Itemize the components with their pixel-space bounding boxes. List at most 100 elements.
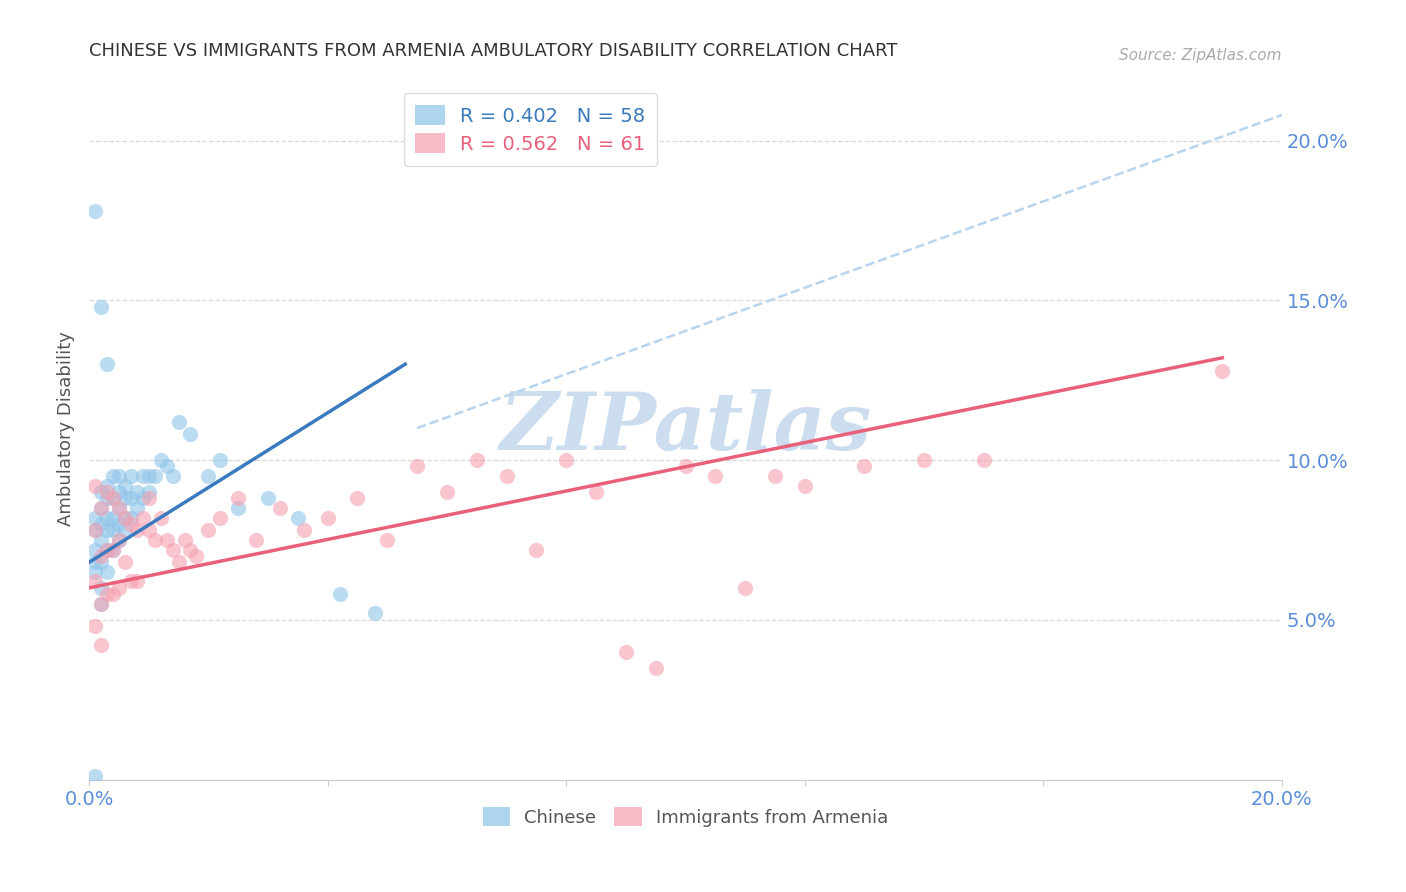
Point <box>704 469 727 483</box>
Point <box>257 491 280 506</box>
Point <box>84 769 107 783</box>
Point <box>96 587 118 601</box>
Point <box>96 491 118 506</box>
Point <box>101 491 124 506</box>
Point <box>84 478 107 492</box>
Point <box>101 587 124 601</box>
Point <box>96 510 118 524</box>
Point <box>90 581 112 595</box>
Point <box>853 459 876 474</box>
Point <box>108 469 131 483</box>
Point <box>138 491 160 506</box>
Point <box>375 533 398 547</box>
Point <box>465 453 488 467</box>
Point <box>197 524 219 538</box>
Point <box>120 574 142 589</box>
Point <box>287 510 309 524</box>
Point <box>526 542 548 557</box>
Point <box>114 491 136 506</box>
Point <box>143 469 166 483</box>
Point <box>1211 363 1233 377</box>
Point <box>90 639 112 653</box>
Point <box>96 524 118 538</box>
Point <box>793 478 815 492</box>
Point <box>101 510 124 524</box>
Point <box>125 524 148 538</box>
Point <box>108 533 131 547</box>
Point <box>96 542 118 557</box>
Point <box>84 619 107 633</box>
Point <box>101 491 124 506</box>
Legend: Chinese, Immigrants from Armenia: Chinese, Immigrants from Armenia <box>475 800 896 834</box>
Point <box>101 524 124 538</box>
Point <box>114 478 136 492</box>
Point <box>90 500 112 515</box>
Point <box>226 500 249 515</box>
Point <box>132 469 155 483</box>
Text: CHINESE VS IMMIGRANTS FROM ARMENIA AMBULATORY DISABILITY CORRELATION CHART: CHINESE VS IMMIGRANTS FROM ARMENIA AMBUL… <box>89 42 897 60</box>
Point <box>973 453 995 467</box>
Point <box>149 510 172 524</box>
Point <box>108 581 131 595</box>
Point <box>90 300 112 314</box>
Point <box>209 453 232 467</box>
Point <box>84 555 107 569</box>
Point <box>269 500 291 515</box>
Point <box>114 524 136 538</box>
Point <box>179 542 201 557</box>
Point <box>162 469 184 483</box>
Point <box>162 542 184 557</box>
Point <box>84 565 107 579</box>
Point <box>96 478 118 492</box>
Point <box>90 533 112 547</box>
Point <box>114 510 136 524</box>
Point <box>90 555 112 569</box>
Point <box>406 459 429 474</box>
Point <box>346 491 368 506</box>
Point <box>108 500 131 515</box>
Point <box>292 524 315 538</box>
Point <box>173 533 195 547</box>
Point <box>101 542 124 557</box>
Point <box>912 453 935 467</box>
Point <box>96 357 118 371</box>
Point <box>186 549 208 563</box>
Point <box>179 427 201 442</box>
Point <box>120 516 142 531</box>
Point <box>125 485 148 500</box>
Point <box>120 491 142 506</box>
Point <box>585 485 607 500</box>
Point <box>84 574 107 589</box>
Point <box>114 510 136 524</box>
Point <box>734 581 756 595</box>
Point <box>90 485 112 500</box>
Text: ZIPatlas: ZIPatlas <box>499 389 872 467</box>
Point <box>96 565 118 579</box>
Point <box>108 485 131 500</box>
Point <box>90 549 112 563</box>
Point <box>132 491 155 506</box>
Point <box>495 469 517 483</box>
Point <box>132 510 155 524</box>
Point <box>108 500 131 515</box>
Y-axis label: Ambulatory Disability: Ambulatory Disability <box>58 331 75 525</box>
Point <box>125 574 148 589</box>
Point <box>138 469 160 483</box>
Point <box>614 645 637 659</box>
Point <box>138 524 160 538</box>
Point <box>167 555 190 569</box>
Point <box>114 555 136 569</box>
Point <box>120 469 142 483</box>
Point <box>555 453 578 467</box>
Point <box>155 533 177 547</box>
Point <box>96 485 118 500</box>
Point <box>226 491 249 506</box>
Point <box>209 510 232 524</box>
Point <box>197 469 219 483</box>
Point <box>101 469 124 483</box>
Point <box>316 510 339 524</box>
Point <box>108 533 131 547</box>
Point <box>675 459 697 474</box>
Point <box>90 597 112 611</box>
Point <box>90 500 112 515</box>
